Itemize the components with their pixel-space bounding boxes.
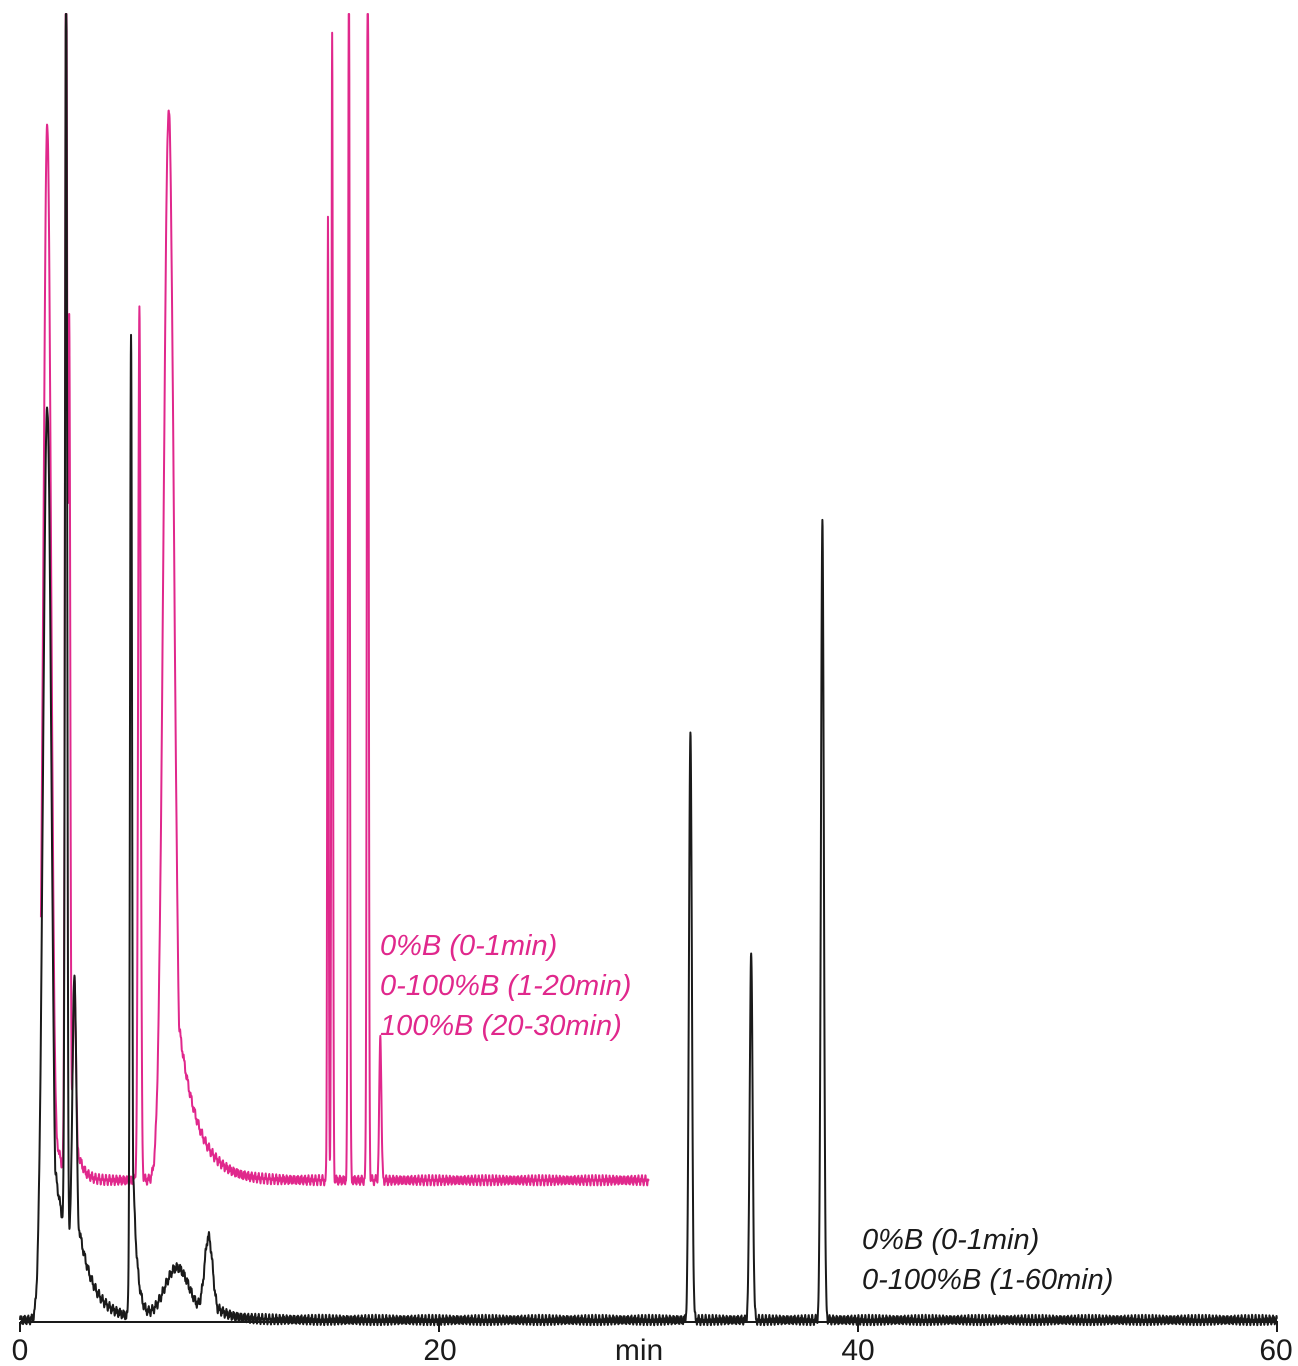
- x-tick-label-40: 40: [841, 1334, 874, 1366]
- x-tick-label-0: 0: [12, 1334, 29, 1366]
- series-black-trace: [19, 13, 1278, 1327]
- series-layer: [19, 13, 1278, 1327]
- magenta-annotation-line-2: 0-100%B (1-20min): [380, 970, 631, 1002]
- black-annotation-line-2: 0-100%B (1-60min): [862, 1264, 1113, 1296]
- x-tick-label-20: 20: [423, 1334, 456, 1366]
- series-magenta-trace: [39, 13, 650, 1187]
- x-axis-title: min: [615, 1334, 663, 1366]
- magenta-annotation-line-1: 0%B (0-1min): [380, 930, 557, 962]
- magenta-annotation-line-3: 100%B (20-30min): [380, 1010, 622, 1042]
- black-annotation-line-1: 0%B (0-1min): [862, 1224, 1039, 1256]
- x-tick-label-60: 60: [1259, 1334, 1292, 1366]
